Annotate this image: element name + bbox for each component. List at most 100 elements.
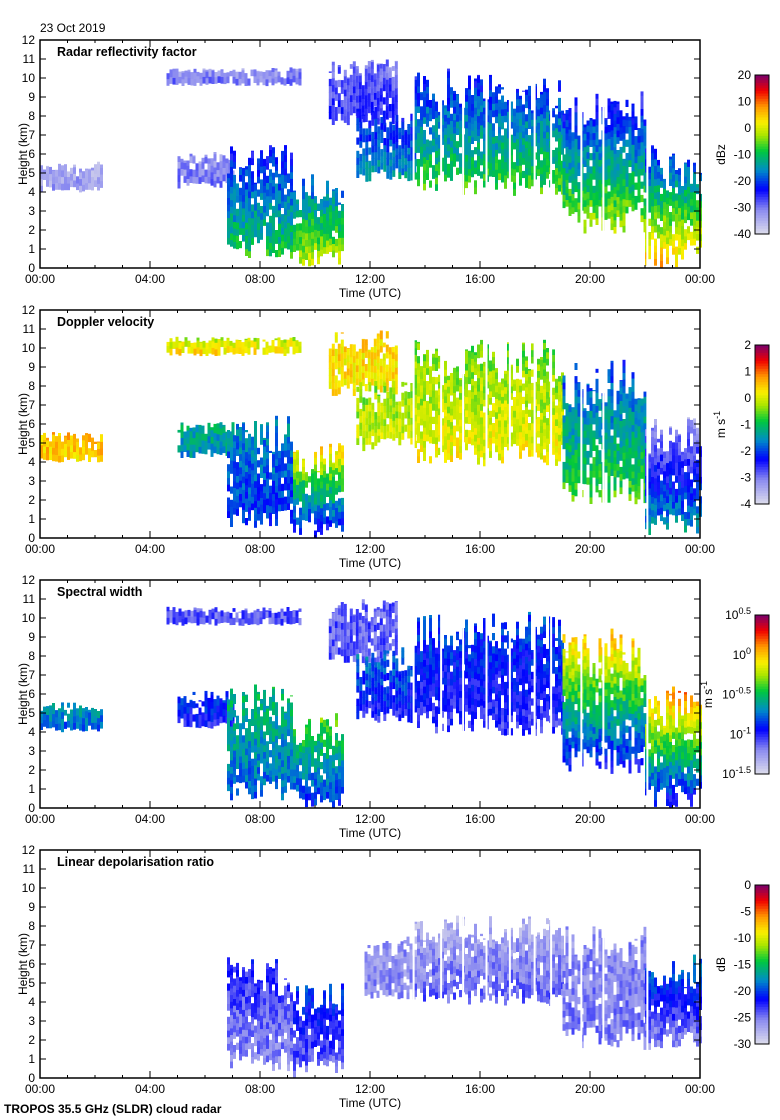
- echo-cell: [385, 331, 389, 332]
- echo-cell: [417, 362, 420, 370]
- echo-cell: [317, 478, 320, 486]
- echo-cell: [181, 345, 185, 353]
- echo-cell: [540, 359, 543, 367]
- echo-cell: [358, 73, 362, 76]
- echo-cell: [501, 378, 504, 384]
- echo-cell: [637, 452, 641, 460]
- echo-cell: [293, 465, 296, 473]
- echo-cell: [522, 396, 525, 404]
- echo-cell: [64, 164, 67, 171]
- echo-cell: [235, 78, 239, 86]
- echo-cell: [528, 88, 531, 96]
- echo-cell: [311, 191, 314, 199]
- echo-cell: [356, 397, 360, 406]
- echo-cell: [586, 204, 590, 212]
- echo-cell: [480, 450, 483, 458]
- echo-cell: [52, 169, 55, 171]
- echo-cell: [471, 170, 474, 178]
- echo-cell: [681, 252, 684, 260]
- echo-cell: [423, 354, 426, 362]
- echo-cell: [577, 208, 581, 216]
- echo-cell: [459, 166, 462, 174]
- echo-cell: [516, 151, 519, 160]
- echo-cell: [666, 256, 669, 265]
- echo-cell: [356, 386, 360, 392]
- echo-cell: [204, 447, 208, 455]
- echo-cell: [343, 95, 347, 103]
- echo-cell: [334, 87, 338, 95]
- echo-cell: [346, 84, 350, 92]
- echo-cell: [40, 185, 43, 193]
- echo-cell: [522, 124, 525, 132]
- echo-cell: [97, 441, 100, 449]
- echo-cell: [519, 445, 522, 453]
- echo-cell: [177, 181, 181, 189]
- echo-cell: [465, 141, 468, 149]
- echo-cell: [574, 184, 578, 193]
- echo-cell: [183, 431, 187, 439]
- echo-cell: [598, 463, 602, 471]
- echo-cell: [522, 137, 525, 145]
- echo-cell: [40, 171, 43, 180]
- echo-cell: [260, 430, 263, 439]
- echo-cell: [501, 409, 504, 417]
- echo-cell: [474, 167, 477, 175]
- echo-cell: [260, 457, 263, 465]
- echo-cell: [678, 494, 681, 502]
- echo-cell: [495, 425, 498, 433]
- echo-cell: [516, 98, 519, 106]
- echo-cell: [489, 364, 492, 372]
- echo-cell: [227, 431, 230, 439]
- echo-cell: [263, 505, 266, 514]
- echo-cell: [546, 371, 549, 379]
- echo-cell: [186, 443, 190, 451]
- echo-cell: [82, 184, 85, 192]
- echo-cell: [187, 346, 191, 354]
- echo-cell: [260, 490, 263, 498]
- echo-cell: [289, 339, 293, 347]
- echo-cell: [637, 472, 641, 480]
- echo-cell: [227, 224, 230, 232]
- echo-cell: [456, 437, 459, 445]
- echo-cell: [272, 473, 275, 481]
- echo-cell: [577, 449, 581, 457]
- echo-cell: [242, 207, 245, 215]
- echo-cell: [211, 69, 215, 71]
- echo-cell: [444, 455, 447, 463]
- echo-cell: [546, 98, 549, 106]
- echo-cell: [552, 367, 555, 375]
- echo-cell: [598, 430, 602, 438]
- echo-cell: [613, 450, 617, 458]
- echo-cell: [537, 142, 540, 150]
- echo-cell: [193, 72, 197, 80]
- echo-cell: [364, 339, 368, 345]
- echo-cell: [495, 86, 498, 90]
- echo-cell: [278, 176, 281, 184]
- echo-cell: [287, 482, 290, 491]
- echo-cell: [371, 151, 375, 159]
- echo-cell: [607, 409, 611, 417]
- echo-cell: [669, 487, 672, 495]
- echo-cell: [269, 518, 272, 527]
- echo-cell: [637, 142, 641, 150]
- echo-cell: [335, 451, 338, 455]
- echo-cell: [323, 503, 326, 511]
- echo-cell: [540, 107, 543, 115]
- echo-cell: [376, 349, 380, 357]
- echo-cell: [426, 119, 429, 127]
- echo-cell: [389, 159, 393, 167]
- echo-cell: [441, 425, 444, 433]
- echo-cell: [414, 427, 417, 435]
- echo-cell: [525, 140, 528, 148]
- echo-cell: [280, 346, 284, 354]
- echo-cell: [654, 451, 657, 459]
- echo-cell: [574, 462, 578, 470]
- data-gap: [533, 40, 536, 268]
- echo-cell: [257, 506, 260, 514]
- echo-cell: [583, 457, 587, 465]
- echo-cell: [296, 471, 299, 479]
- echo-cell: [507, 363, 510, 371]
- echo-cell: [562, 113, 566, 116]
- echo-cell: [284, 241, 287, 249]
- echo-cell: [558, 157, 561, 165]
